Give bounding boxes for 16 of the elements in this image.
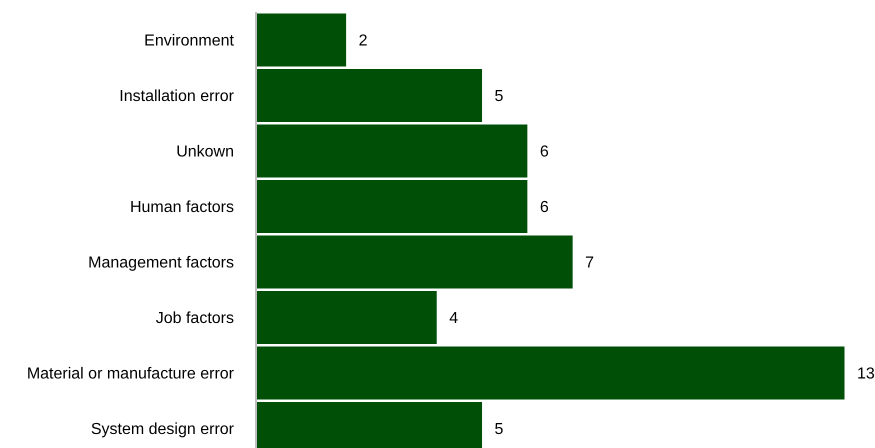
y-tick-label: Human factors [130, 198, 234, 216]
data-label: 7 [585, 254, 594, 272]
data-label: 5 [494, 88, 504, 106]
y-tick-label: Material or manufacture error [26, 365, 235, 382]
data-label: 6 [540, 199, 549, 216]
data-label: 4 [449, 310, 458, 328]
y-tick-label: Job factors [156, 310, 234, 327]
y-tick-label: Installation error [119, 88, 235, 105]
data-label: 2 [358, 32, 368, 50]
data-label: 5 [494, 421, 504, 438]
data-label: 6 [540, 144, 549, 161]
y-tick-label: Management factors [88, 254, 234, 272]
data-label: 13 [857, 366, 875, 383]
y-tick-label: Environment [144, 32, 235, 50]
y-tick-label: Unkown [176, 143, 234, 160]
y-tick-label: System design error [90, 420, 235, 438]
